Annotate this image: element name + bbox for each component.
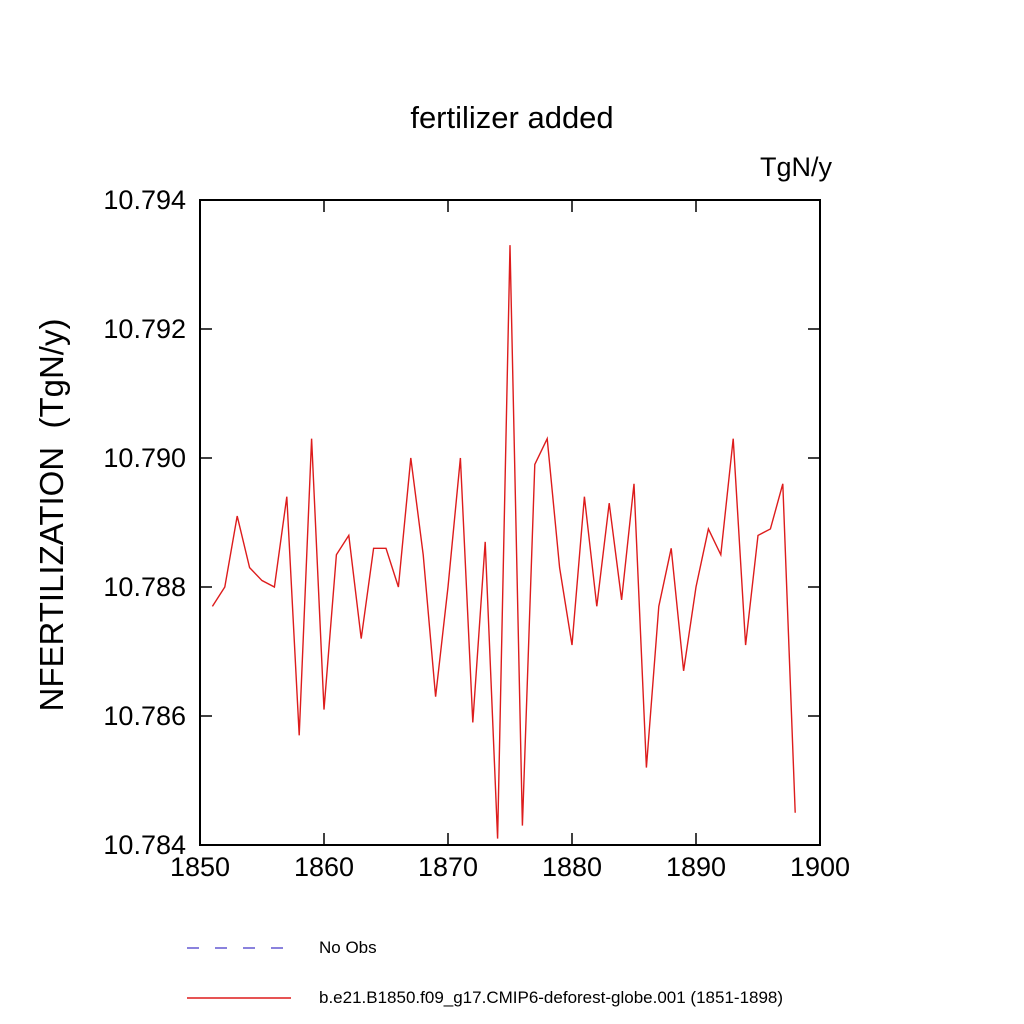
legend-label-no-obs: No Obs <box>319 938 377 957</box>
x-tick-label: 1900 <box>790 852 850 882</box>
y-tick-label: 10.784 <box>103 830 186 860</box>
series-line <box>211 245 796 839</box>
legend-row-series: b.e21.B1850.f09_g17.CMIP6-deforest-globe… <box>185 988 783 1008</box>
x-tick-label: 1890 <box>666 852 726 882</box>
y-tick-label: 10.792 <box>103 314 186 344</box>
chart-title: fertilizer added <box>410 100 614 135</box>
x-tick-label: 1850 <box>170 852 230 882</box>
legend: No Obs b.e21.B1850.f09_g17.CMIP6-defores… <box>185 938 783 1024</box>
y-tick-label: 10.790 <box>103 443 186 473</box>
y-tick-label: 10.794 <box>103 185 186 215</box>
y-tick-label: 10.788 <box>103 572 186 602</box>
plot-frame <box>199 199 821 846</box>
unit-label: TgN/y <box>759 152 832 182</box>
no-obs-line-sample <box>187 947 291 949</box>
series-line-sample <box>187 997 291 999</box>
legend-row-no-obs: No Obs <box>185 938 783 958</box>
legend-label-series: b.e21.B1850.f09_g17.CMIP6-deforest-globe… <box>319 988 784 1007</box>
x-tick-label: 1880 <box>542 852 602 882</box>
x-tick-label: 1860 <box>294 852 354 882</box>
y-tick-label: 10.786 <box>103 701 186 731</box>
x-tick-label: 1870 <box>418 852 478 882</box>
